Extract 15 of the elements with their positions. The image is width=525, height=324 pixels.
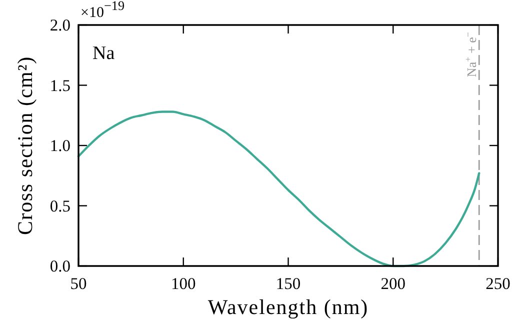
y-axis-title: Cross section (cm²): [13, 56, 37, 235]
x-tick-label: 50: [70, 274, 87, 293]
x-tick-label: 100: [171, 274, 196, 293]
y-tick-label: 2.0: [50, 16, 70, 34]
y-tick-label: 1.0: [50, 136, 70, 155]
text: ×10$^{−19}$: [80, 0, 125, 21]
x-tick-label: 250: [486, 274, 510, 293]
annotation: Na: [92, 43, 116, 64]
x-axis-title: Wavelength (nm): [208, 295, 369, 319]
line-series: [77, 110, 480, 268]
x-tick-label: 150: [276, 274, 301, 293]
y-tick-label: 0.5: [50, 196, 70, 216]
y-tick-label: 0.0: [50, 256, 70, 276]
y-tick-label: 1.5: [50, 76, 70, 95]
x-tick-label: 200: [380, 274, 406, 293]
